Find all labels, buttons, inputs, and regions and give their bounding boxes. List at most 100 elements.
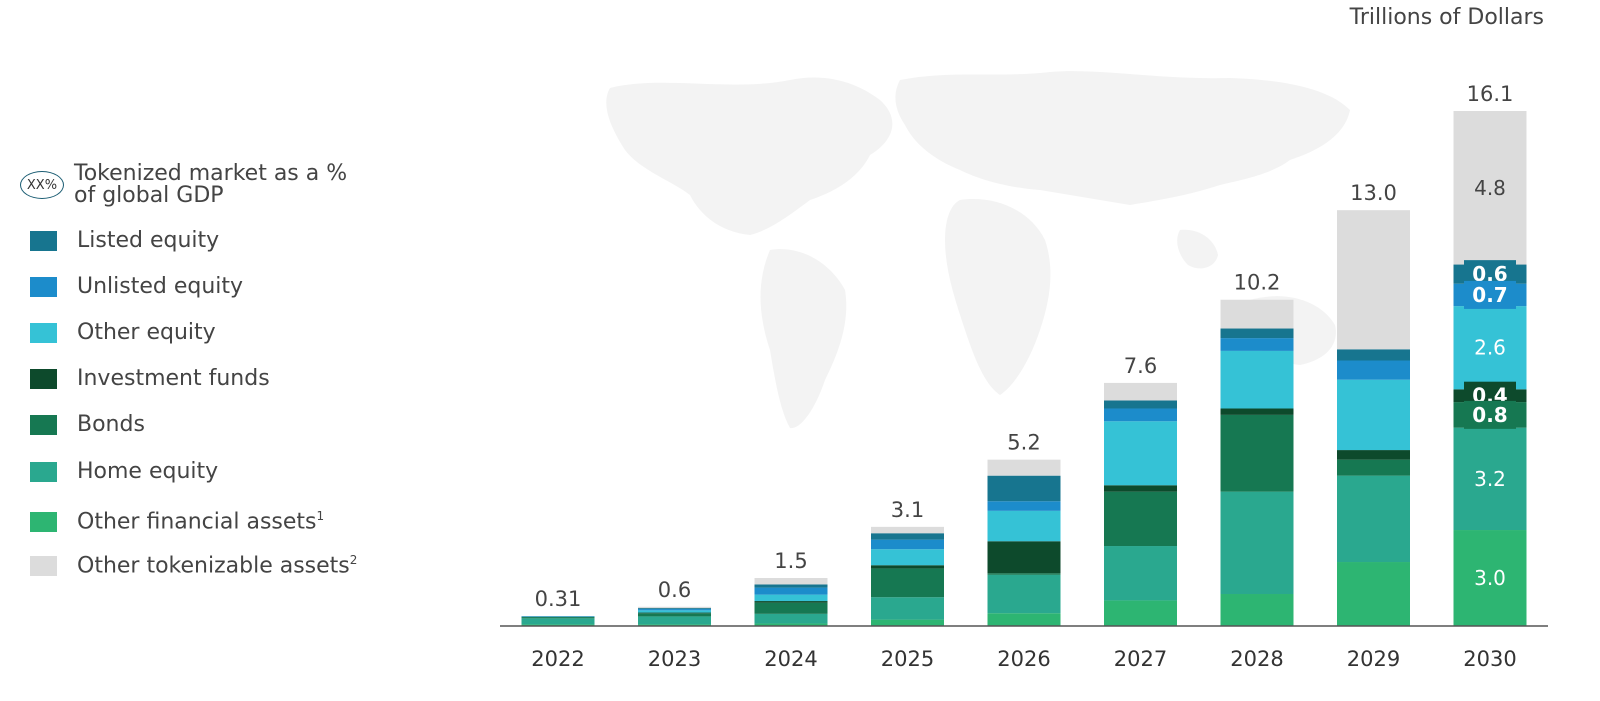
bar-segment bbox=[988, 613, 1061, 626]
gdp-legend-line1: Tokenized market as a % bbox=[74, 163, 347, 185]
bar-segment bbox=[1221, 300, 1294, 329]
bar-segment bbox=[871, 620, 944, 626]
legend-label: Bonds bbox=[77, 412, 145, 437]
bar-segment bbox=[755, 578, 828, 584]
gdp-legend-text: Tokenized market as a % of global GDP bbox=[74, 163, 347, 207]
bar-segment bbox=[1104, 492, 1177, 546]
bar-segment bbox=[871, 568, 944, 597]
legend-label: Other financial assets1 bbox=[77, 509, 324, 534]
legend-footnote-marker: 1 bbox=[317, 509, 325, 523]
x-tick-label: 2024 bbox=[764, 647, 817, 671]
bar-segment bbox=[638, 608, 711, 609]
bar-segment bbox=[988, 575, 1061, 613]
segment-value-label: 4.8 bbox=[1474, 176, 1506, 200]
legend-swatch-icon bbox=[30, 415, 57, 435]
bar-segment bbox=[1337, 210, 1410, 349]
gdp-legend-line2: of global GDP bbox=[74, 185, 347, 207]
bar-segment bbox=[755, 588, 828, 595]
bar-segment bbox=[1104, 400, 1177, 408]
bar-segment bbox=[755, 603, 828, 614]
bar-segment bbox=[1104, 383, 1177, 401]
segment-value-label: 0.8 bbox=[1472, 403, 1507, 427]
legend-footnote-marker: 2 bbox=[350, 553, 358, 567]
bar-total-label: 7.6 bbox=[1124, 354, 1157, 378]
bar-segment bbox=[871, 597, 944, 619]
legend-item: Other tokenizable assets2 bbox=[30, 553, 357, 578]
legend-item: Home equity bbox=[30, 459, 218, 484]
bar-segment bbox=[988, 511, 1061, 541]
bar-segment bbox=[638, 616, 711, 624]
bar-total-label: 0.31 bbox=[535, 587, 582, 611]
legend-label: Home equity bbox=[77, 459, 218, 484]
legend-swatch-icon bbox=[30, 556, 57, 576]
x-tick-label: 2025 bbox=[881, 647, 934, 671]
legend-swatch-icon bbox=[30, 231, 57, 251]
bar-segment bbox=[638, 613, 711, 614]
x-tick-label: 2028 bbox=[1230, 647, 1283, 671]
bar-segment bbox=[1337, 450, 1410, 460]
bar-segment bbox=[1337, 476, 1410, 562]
bar-segment bbox=[871, 549, 944, 565]
x-tick-label: 2023 bbox=[648, 647, 701, 671]
legend-item: Bonds bbox=[30, 412, 145, 437]
bar-segment bbox=[1221, 408, 1294, 414]
x-tick-labels: 2022 2023 2024 2025 2026 2027 2028 2029 2030 bbox=[531, 647, 1516, 671]
bar-total-label: 1.5 bbox=[774, 549, 807, 573]
bar-segment bbox=[1337, 361, 1410, 380]
chart-area: 0.31 0.61.53.15.27.610.213.016.1 4.80.60.… bbox=[0, 0, 1600, 701]
legend: XX% Tokenized market as a % of global GD… bbox=[20, 158, 380, 212]
bar-segment bbox=[1104, 600, 1177, 626]
bar-segment bbox=[755, 595, 828, 601]
segment-value-label: 2.6 bbox=[1474, 336, 1506, 360]
legend-swatch-icon bbox=[30, 462, 57, 482]
legend-swatch-icon bbox=[30, 277, 57, 297]
x-tick-label: 2029 bbox=[1347, 647, 1400, 671]
legend-label: Other tokenizable assets2 bbox=[77, 553, 357, 578]
legend-swatch-icon bbox=[30, 512, 57, 532]
unit-label: Trillions of Dollars bbox=[1350, 5, 1544, 30]
bar-segment bbox=[638, 609, 711, 610]
x-tick-label: 2030 bbox=[1463, 647, 1516, 671]
bar-segment bbox=[638, 613, 711, 616]
bar-total-label: 10.2 bbox=[1234, 271, 1281, 295]
bar-segment bbox=[638, 607, 711, 608]
legend-label: Other equity bbox=[77, 320, 216, 345]
bar-total-label: 3.1 bbox=[891, 498, 924, 522]
bar-segment bbox=[871, 565, 944, 568]
bar-segment bbox=[871, 533, 944, 539]
legend-item: Other equity bbox=[30, 320, 216, 345]
legend-item: Investment funds bbox=[30, 366, 270, 391]
legend-item: Other financial assets1 bbox=[30, 509, 324, 534]
segment-value-label: 3.0 bbox=[1474, 566, 1506, 590]
bar-segment bbox=[1221, 415, 1294, 492]
segment-value-label: 0.7 bbox=[1472, 283, 1507, 307]
bar-segment bbox=[522, 618, 595, 624]
legend-label: Investment funds bbox=[77, 366, 270, 391]
bar-segment bbox=[638, 610, 711, 612]
bar-total-label: 16.1 bbox=[1467, 82, 1514, 106]
legend-swatch-icon bbox=[30, 323, 57, 343]
x-tick-label: 2027 bbox=[1114, 647, 1167, 671]
bar-segment bbox=[1337, 349, 1410, 360]
bar-segment bbox=[1221, 338, 1294, 351]
legend-label: Listed equity bbox=[77, 228, 219, 253]
bar-total-label: 13.0 bbox=[1350, 181, 1397, 205]
bar-segment bbox=[988, 501, 1061, 511]
bar-total-label: 5.2 bbox=[1007, 431, 1040, 455]
segment-value-label: 3.2 bbox=[1474, 467, 1506, 491]
legend-item: Unlisted equity bbox=[30, 274, 243, 299]
legend-label: Unlisted equity bbox=[77, 274, 243, 299]
bar-segment bbox=[1337, 380, 1410, 450]
bar-segment bbox=[988, 541, 1061, 573]
gdp-marker-icon: XX% bbox=[20, 171, 64, 199]
bar-segment bbox=[1104, 546, 1177, 600]
bar-segment bbox=[1221, 351, 1294, 409]
bar-segment bbox=[988, 460, 1061, 476]
bar-segment bbox=[871, 540, 944, 550]
bar-segment bbox=[1104, 421, 1177, 485]
x-tick-label: 2026 bbox=[997, 647, 1050, 671]
bar-segment bbox=[1337, 562, 1410, 626]
bar-segment bbox=[871, 527, 944, 533]
legend-item: Listed equity bbox=[30, 228, 219, 253]
bar-segment bbox=[1337, 460, 1410, 476]
